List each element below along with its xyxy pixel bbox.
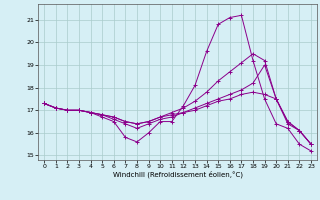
X-axis label: Windchill (Refroidissement éolien,°C): Windchill (Refroidissement éolien,°C)	[113, 171, 243, 178]
